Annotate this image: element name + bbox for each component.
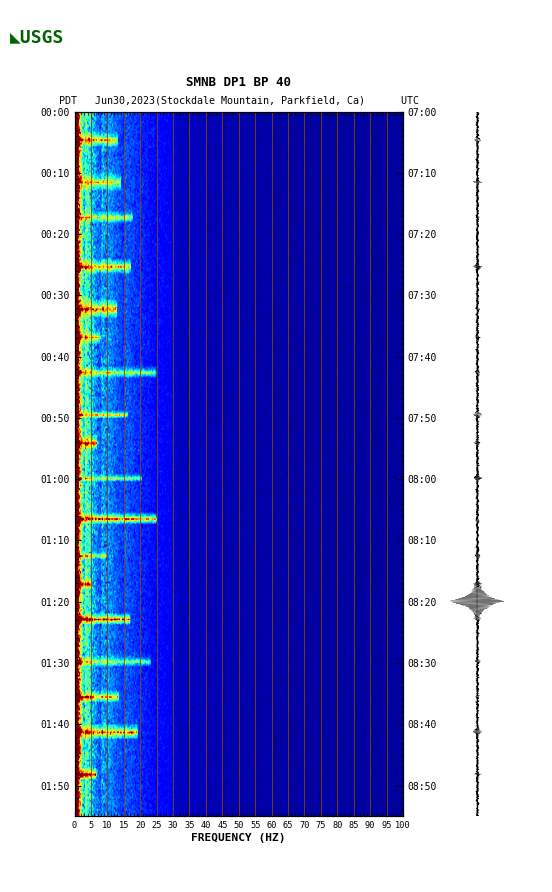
X-axis label: FREQUENCY (HZ): FREQUENCY (HZ) bbox=[192, 833, 286, 843]
Text: PDT   Jun30,2023(Stockdale Mountain, Parkfield, Ca)      UTC: PDT Jun30,2023(Stockdale Mountain, Parkf… bbox=[59, 95, 419, 105]
Text: ◣USGS: ◣USGS bbox=[10, 29, 65, 46]
Text: SMNB DP1 BP 40: SMNB DP1 BP 40 bbox=[186, 76, 291, 89]
